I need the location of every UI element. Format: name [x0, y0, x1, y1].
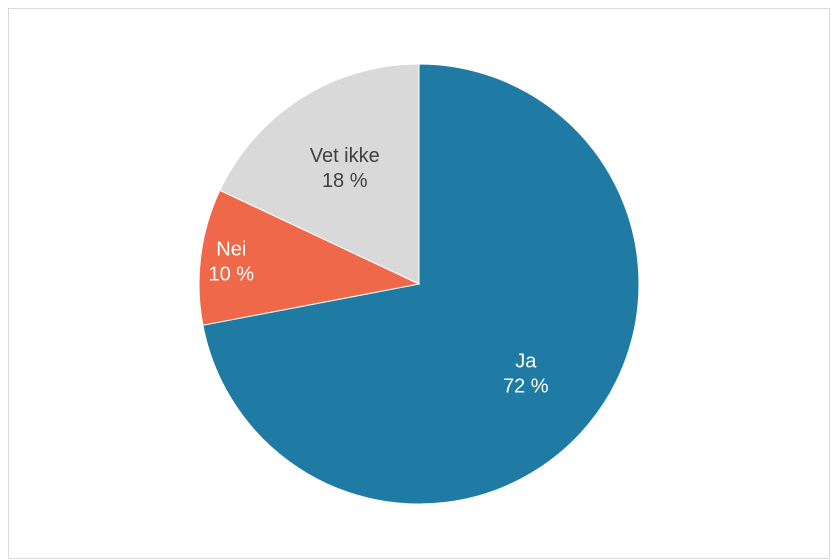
pie-label-vet-ikke: Vet ikke 18 % — [310, 145, 380, 192]
pie-slice-ja — [202, 63, 640, 505]
slice-category-label: Vet ikke — [310, 145, 380, 167]
pie-slice-vet-ikke — [219, 63, 420, 285]
slice-category-label: Nei — [216, 238, 246, 260]
pie-slice-nei — [198, 189, 421, 326]
slice-value-label: 18 % — [322, 170, 368, 192]
pie-label-ja: Ja 72 % — [503, 350, 549, 397]
slice-category-label: Ja — [515, 350, 537, 372]
slice-value-label: 72 % — [503, 375, 549, 397]
slice-value-label: 10 % — [208, 263, 254, 285]
pie-labels: Ja 72 % Nei 10 % Vet ikke 18 % — [208, 145, 548, 397]
pie-label-nei: Nei 10 % — [208, 238, 254, 285]
pie-slices — [198, 63, 640, 505]
